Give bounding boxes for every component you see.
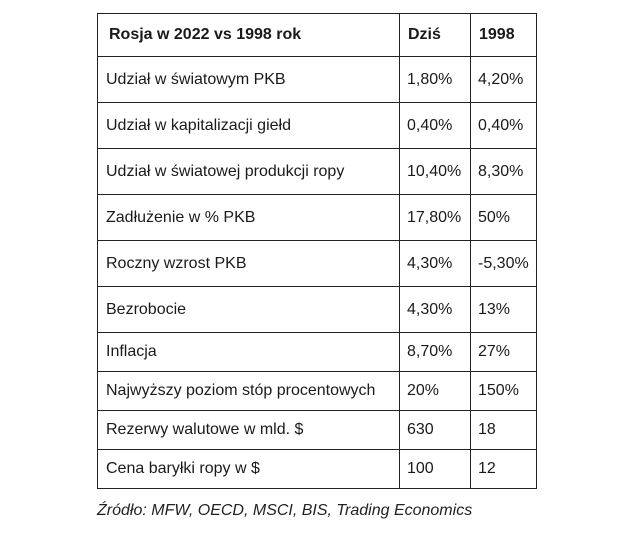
row-label: Inflacja [97, 332, 400, 372]
row-label: Zadłużenie w % PKB [97, 194, 400, 241]
row-value-1998: 0,40% [470, 102, 537, 149]
table-row: Udział w światowym PKB 1,80% 4,20% [97, 56, 537, 103]
header-indicator: Rosja w 2022 vs 1998 rok [97, 13, 400, 57]
row-value-today: 4,30% [399, 240, 471, 287]
row-value-1998: 27% [470, 332, 537, 372]
row-value-today: 4,30% [399, 286, 471, 333]
table-row: Inflacja 8,70% 27% [97, 332, 537, 372]
source-note: Źródło: MFW, OECD, MSCI, BIS, Trading Ec… [97, 502, 473, 519]
row-value-1998: 18 [470, 410, 537, 450]
table-row: Roczny wzrost PKB 4,30% -5,30% [97, 240, 537, 287]
comparison-table: Rosja w 2022 vs 1998 rok Dziś 1998 Udzia… [97, 13, 537, 489]
row-label: Udział w światowej produkcji ropy [97, 148, 400, 195]
row-value-1998: 12 [470, 449, 537, 489]
row-value-1998: 50% [470, 194, 537, 241]
row-value-1998: -5,30% [470, 240, 537, 287]
header-1998: 1998 [470, 13, 537, 57]
row-label: Udział w światowym PKB [97, 56, 400, 103]
table-row: Najwyższy poziom stóp procentowych 20% 1… [97, 371, 537, 411]
table-row: Bezrobocie 4,30% 13% [97, 286, 537, 333]
table-row: Cena baryłki ropy w $ 100 12 [97, 449, 537, 489]
header-today: Dziś [399, 13, 471, 57]
table-row: Udział w kapitalizacji giełd 0,40% 0,40% [97, 102, 537, 149]
row-label: Cena baryłki ropy w $ [97, 449, 400, 489]
row-value-today: 8,70% [399, 332, 471, 372]
row-value-1998: 13% [470, 286, 537, 333]
row-value-1998: 8,30% [470, 148, 537, 195]
row-value-today: 10,40% [399, 148, 471, 195]
row-value-today: 17,80% [399, 194, 471, 241]
row-label: Bezrobocie [97, 286, 400, 333]
row-label: Rezerwy walutowe w mld. $ [97, 410, 400, 450]
table-row: Udział w światowej produkcji ropy 10,40%… [97, 148, 537, 195]
row-value-today: 20% [399, 371, 471, 411]
row-label: Najwyższy poziom stóp procentowych [97, 371, 400, 411]
comparison-table-container: Rosja w 2022 vs 1998 rok Dziś 1998 Udzia… [97, 13, 537, 489]
row-value-today: 100 [399, 449, 471, 489]
row-value-today: 0,40% [399, 102, 471, 149]
row-value-1998: 150% [470, 371, 537, 411]
row-value-today: 1,80% [399, 56, 471, 103]
row-value-1998: 4,20% [470, 56, 537, 103]
row-value-today: 630 [399, 410, 471, 450]
table-header-row: Rosja w 2022 vs 1998 rok Dziś 1998 [97, 13, 537, 57]
row-label: Udział w kapitalizacji giełd [97, 102, 400, 149]
table-row: Rezerwy walutowe w mld. $ 630 18 [97, 410, 537, 450]
row-label: Roczny wzrost PKB [97, 240, 400, 287]
table-row: Zadłużenie w % PKB 17,80% 50% [97, 194, 537, 241]
